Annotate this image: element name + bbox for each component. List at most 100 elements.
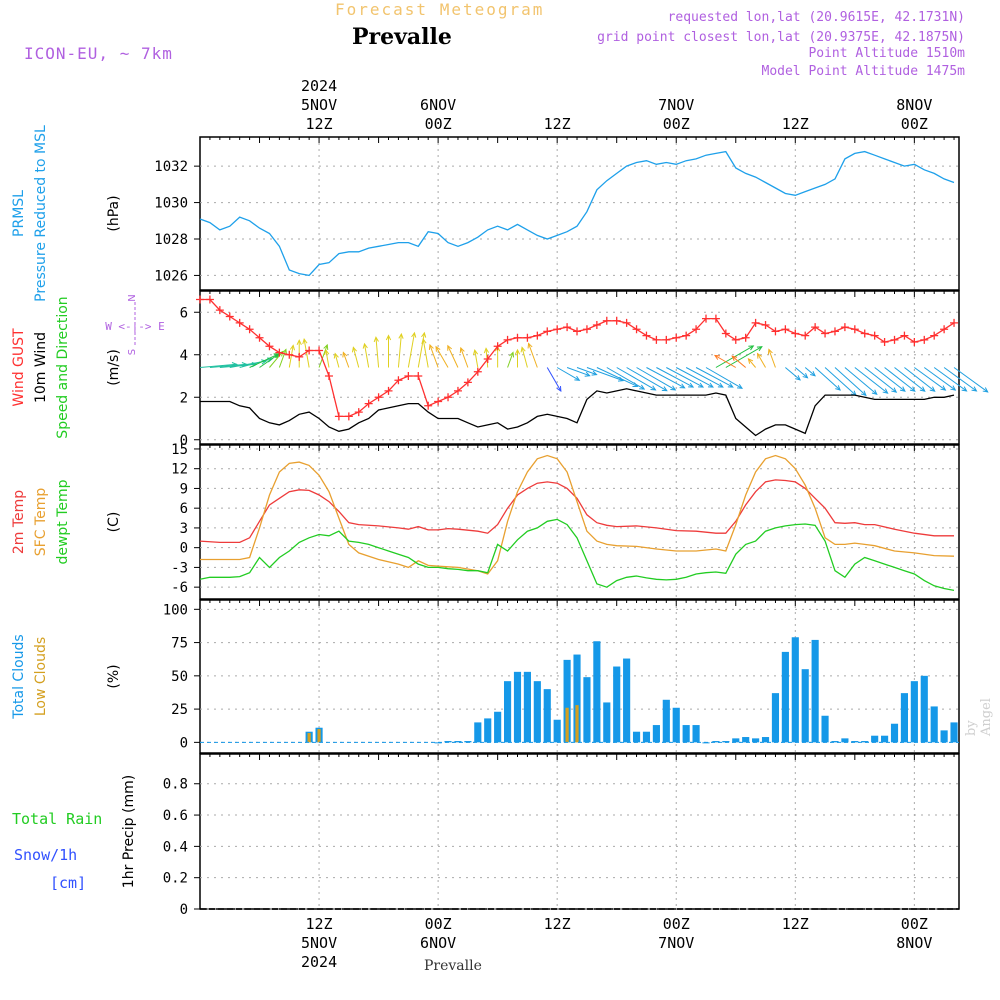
legend-total-rain: Total Rain xyxy=(12,810,102,828)
gust-marker xyxy=(215,306,224,315)
y-tick-label: 0.4 xyxy=(163,839,188,855)
wind-arrow xyxy=(485,348,489,368)
wind-arrow-head xyxy=(919,386,926,392)
gust-marker xyxy=(652,335,661,344)
bottom-time-label: 7NOV xyxy=(658,934,694,952)
total-cloud-bar xyxy=(553,719,561,743)
wind-arrow-head xyxy=(483,347,490,354)
wind-arrow xyxy=(521,347,528,368)
series-label: Total Clouds xyxy=(11,634,27,719)
total-cloud-bar xyxy=(613,666,621,743)
wind-arrow xyxy=(606,367,645,390)
bottom-time-label: 5NOV xyxy=(301,934,337,952)
wind-arrow-head xyxy=(514,348,521,355)
wind-arrow xyxy=(714,355,737,368)
wind-arrow-head xyxy=(795,375,801,381)
y-tick-label: -6 xyxy=(171,580,188,596)
wind-arrow-head xyxy=(556,386,562,393)
wind-arrow xyxy=(269,351,284,368)
wind-arrow-head xyxy=(591,370,598,376)
wind-arrow-head xyxy=(940,385,947,391)
total-cloud-bar xyxy=(722,741,730,743)
wind-arrow-head xyxy=(447,344,453,351)
wind-arrow xyxy=(953,367,988,393)
top-time-label: 12Z xyxy=(306,115,333,133)
series-label: Speed and Direction xyxy=(55,296,71,438)
location-name: Prevalle xyxy=(352,24,452,50)
temp-line-dewpt-temp xyxy=(199,518,955,592)
top-time-label: 00Z xyxy=(663,115,690,133)
gust-marker xyxy=(741,333,750,342)
wind-arrow xyxy=(824,367,857,396)
gust-marker xyxy=(424,401,433,410)
wind-arrow-head xyxy=(661,386,668,392)
wind-arrow-head xyxy=(767,348,773,355)
wind-arrow-head xyxy=(731,355,738,361)
series-label: Pressure Reduced to MSL xyxy=(33,125,49,302)
y-tick-label: 100 xyxy=(163,602,188,618)
top-time-label: 00Z xyxy=(901,115,928,133)
gust-marker xyxy=(434,397,443,406)
gust-marker xyxy=(761,321,770,329)
gust-marker xyxy=(533,331,542,340)
total-cloud-bar xyxy=(920,675,928,743)
gust-marker xyxy=(404,372,413,380)
wind-arrow-head xyxy=(756,352,762,359)
wind-arrow xyxy=(894,367,926,392)
gust-marker xyxy=(880,338,889,346)
gust-marker xyxy=(830,327,839,336)
total-cloud-bar xyxy=(623,658,631,743)
total-cloud-bar xyxy=(861,741,869,743)
gust-marker xyxy=(900,331,909,340)
gust-marker xyxy=(791,329,800,338)
y-tick-label: 1026 xyxy=(154,268,188,284)
y-tick-label: 6 xyxy=(180,501,188,517)
total-cloud-bar xyxy=(603,702,611,743)
wind-arrow-head xyxy=(302,338,308,345)
wind-arrow xyxy=(576,367,597,376)
y-axis-label: (m/s) xyxy=(106,349,122,386)
bottom-time-label: 12Z xyxy=(544,915,571,933)
gust-marker xyxy=(662,335,671,344)
y-tick-label: 1032 xyxy=(154,159,188,175)
wind-arrow xyxy=(375,337,380,368)
compass-s: S xyxy=(127,349,138,355)
wind-arrow xyxy=(397,333,402,368)
wind-arrow xyxy=(636,367,676,391)
wind-arrow xyxy=(278,349,287,368)
low-cloud-bar xyxy=(317,729,321,743)
wind-arrow-head xyxy=(385,334,392,341)
total-cloud-bar xyxy=(503,681,512,743)
y-tick-label: 0.8 xyxy=(163,777,188,793)
gust-marker xyxy=(632,325,641,334)
wind-arrow xyxy=(844,367,878,395)
series-label: dewpt Temp xyxy=(55,479,71,564)
total-cloud-bar xyxy=(871,735,879,743)
top-time-label: 7NOV xyxy=(658,96,694,114)
wind-arrow-head xyxy=(342,351,348,358)
top-time-label: 12Z xyxy=(544,115,571,133)
gust-marker xyxy=(950,318,959,327)
wind-speed-line xyxy=(200,388,955,437)
requested-coordinates: requested lon,lat (20.9615E, 42.1731N) xyxy=(667,10,965,25)
wind-arrow xyxy=(259,353,280,368)
gust-marker xyxy=(354,408,363,417)
gust-marker xyxy=(692,325,701,334)
wind-arrow xyxy=(666,367,704,388)
bottom-time-label: 2024 xyxy=(301,953,337,971)
total-cloud-bar xyxy=(752,738,760,743)
wind-arrow xyxy=(447,345,459,368)
total-cloud-bar xyxy=(474,722,482,743)
wind-arrow xyxy=(914,367,946,391)
wind-arrow xyxy=(768,349,776,368)
model-altitude: Model Point Altitude 1475m xyxy=(761,64,966,79)
wind-arrow xyxy=(429,344,439,368)
total-cloud-bar xyxy=(900,693,909,743)
wind-arrow-head xyxy=(899,386,906,392)
wind-arrow-head xyxy=(261,359,268,365)
gust-marker xyxy=(811,323,820,332)
gust-marker xyxy=(374,393,383,402)
total-cloud-bar xyxy=(712,741,720,743)
wind-arrow-head xyxy=(411,331,417,338)
wind-arrow xyxy=(556,367,580,381)
